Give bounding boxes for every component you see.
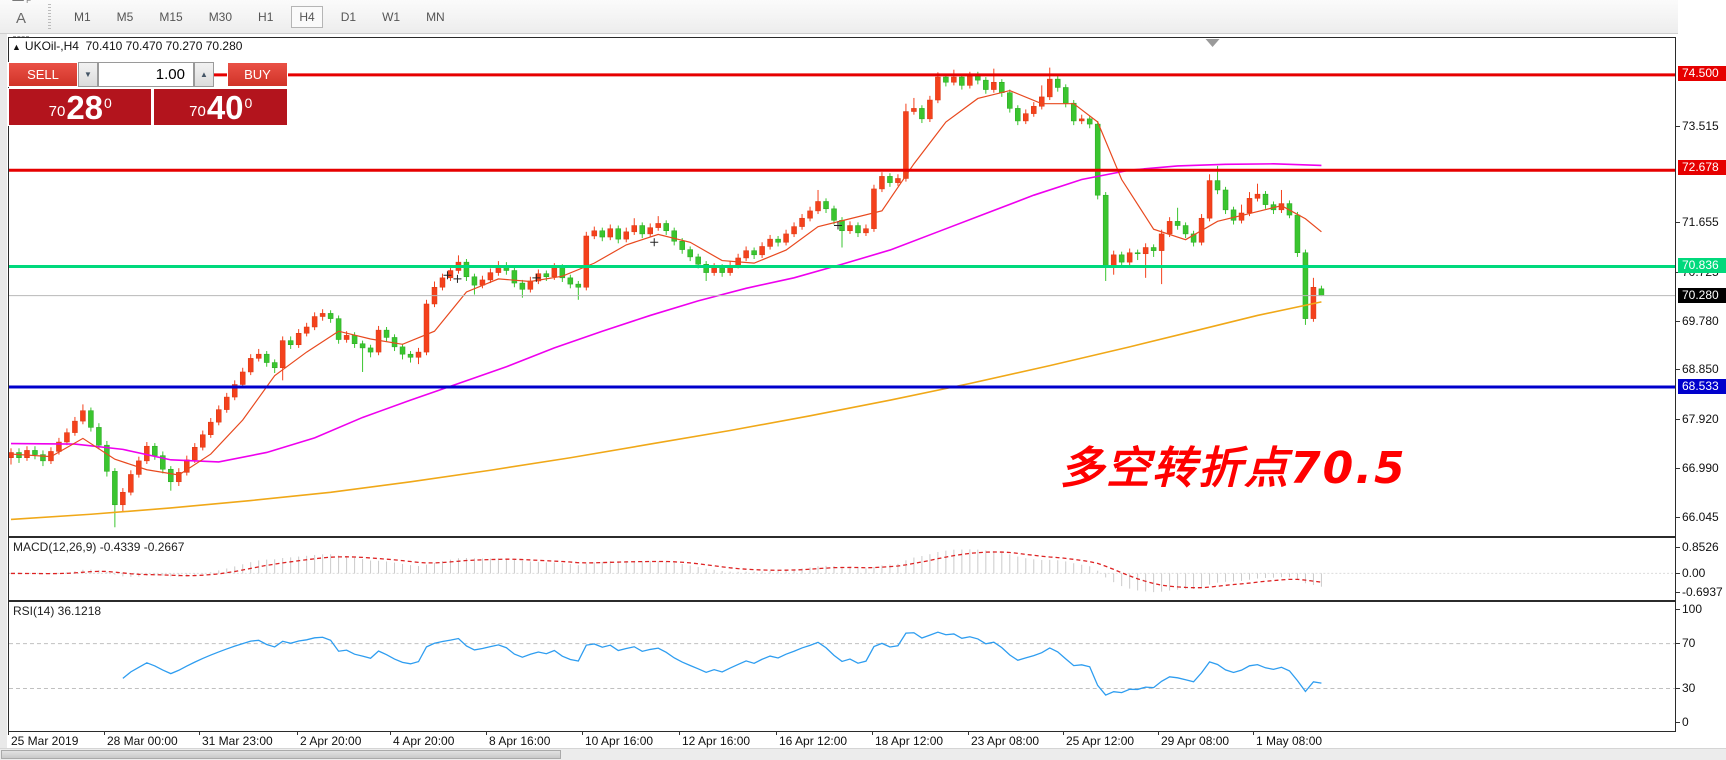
time-axis[interactable]: 25 Mar 2019 28 Mar 00:00 31 Mar 23:00 2 Apr… [8, 731, 1676, 748]
buy-price-sup: 0 [244, 95, 253, 111]
axis-tick: 66.045 [1682, 510, 1719, 524]
macd-pane[interactable]: MACD(12,26,9) -0.4339 -0.2667 [8, 537, 1676, 601]
date-label: 10 Apr 16:00 [585, 734, 654, 748]
timeframe-m1-button[interactable]: M1 [74, 9, 91, 24]
chart-annotation-text: 多空转折点70.5 [1060, 443, 1407, 494]
scrollbar-thumb[interactable] [1, 750, 561, 759]
timeframe-d1-button[interactable]: D1 [340, 9, 357, 24]
price-label-68.533: 68.533 [1678, 379, 1726, 394]
date-label: 4 Apr 20:00 [393, 734, 455, 748]
macd-chart [9, 549, 1675, 593]
window-left-edge [0, 34, 7, 759]
date-label: 29 Apr 08:00 [1161, 734, 1230, 748]
date-label: 8 Apr 16:00 [489, 734, 551, 748]
sell-price-sup: 0 [104, 95, 112, 111]
price-label-74.500: 74.500 [1678, 66, 1726, 81]
axis-tick: -0.6937 [1682, 585, 1723, 599]
timeframe-m15-button[interactable]: M15 [159, 9, 183, 24]
sell-price-box[interactable]: 70 28 0 [8, 88, 153, 126]
buy-button[interactable]: BUY [227, 62, 288, 87]
date-label: 12 Apr 16:00 [682, 734, 751, 748]
sell-price-prefix: 70 [48, 103, 66, 120]
sell-button[interactable]: SELL [8, 62, 78, 87]
axis-tick: 70 [1682, 636, 1696, 650]
collapse-arrow-icon[interactable]: ▲ [12, 42, 21, 52]
buy-price-big: 40 [206, 89, 244, 126]
timeframe-h4-button[interactable]: H4 [291, 5, 323, 28]
date-label: 25 Apr 12:00 [1066, 734, 1135, 748]
date-label: 23 Apr 08:00 [971, 734, 1040, 748]
volume-decrease-button[interactable]: ▼ [78, 62, 98, 87]
rsi-label: RSI(14) 36.1218 [13, 604, 102, 618]
date-label: 16 Apr 12:00 [779, 734, 848, 748]
date-label: 18 Apr 12:00 [875, 734, 944, 748]
grid-tool-icon[interactable]: ▦F [11, 0, 32, 5]
volume-input[interactable] [98, 62, 194, 87]
price-label-70.280: 70.280 [1678, 288, 1726, 303]
date-label: 2 Apr 20:00 [300, 734, 362, 748]
rsi-chart [9, 631, 1675, 696]
price-axis[interactable]: 73.51571.65570.72569.78068.85067.92066.9… [1676, 0, 1726, 759]
axis-tick: 30 [1682, 681, 1696, 695]
horizontal-scrollbar[interactable] [0, 748, 1726, 760]
date-label: 25 Mar 2019 [11, 734, 79, 748]
axis-tick: 100 [1682, 602, 1703, 616]
one-click-trading-panel: SELL ▼ ▲ BUY 70 28 0 70 40 0 [8, 62, 288, 126]
axis-tick: 68.850 [1682, 362, 1719, 376]
timeframe-h1-button[interactable]: H1 [258, 9, 274, 24]
axis-tick: 71.655 [1682, 215, 1719, 229]
axis-tick: 66.990 [1682, 461, 1719, 475]
chart-title: ▲ UKOil-,H4 70.410 70.470 70.270 70.280 [12, 39, 242, 53]
timeframe-mn-button[interactable]: MN [426, 9, 445, 24]
timeframe-w1-button[interactable]: W1 [382, 9, 401, 24]
price-label-72.678: 72.678 [1678, 160, 1726, 175]
axis-tick: 0.00 [1682, 566, 1706, 580]
date-label: 28 Mar 00:00 [107, 734, 178, 748]
timeframe-m5-button[interactable]: M5 [116, 9, 134, 24]
axis-tick: 69.780 [1682, 314, 1719, 328]
macd-label: MACD(12,26,9) -0.4339 -0.2667 [13, 540, 185, 554]
date-label: 1 May 08:00 [1256, 734, 1323, 748]
toolbar-separator [48, 3, 51, 30]
sell-price-big: 28 [66, 89, 104, 126]
buy-price-box[interactable]: 70 40 0 [153, 88, 288, 126]
text-label-tool-icon[interactable]: A [15, 9, 26, 27]
timeframe-m30-button[interactable]: M30 [208, 9, 233, 24]
symbol-label: UKOil-,H4 [24, 39, 79, 53]
buy-price-prefix: 70 [189, 103, 206, 120]
price-label-70.836: 70.836 [1678, 258, 1726, 273]
axis-tick: 67.920 [1682, 412, 1719, 426]
date-label: 31 Mar 23:00 [202, 734, 273, 748]
ohlc-values: 70.410 70.470 70.270 70.280 [85, 39, 243, 53]
axis-tick: 73.515 [1682, 119, 1719, 133]
axis-tick: 0.8526 [1682, 540, 1719, 554]
axis-tick: 0 [1682, 715, 1689, 729]
volume-increase-button[interactable]: ▲ [194, 62, 214, 87]
rsi-pane[interactable]: RSI(14) 36.1218 [8, 601, 1676, 732]
